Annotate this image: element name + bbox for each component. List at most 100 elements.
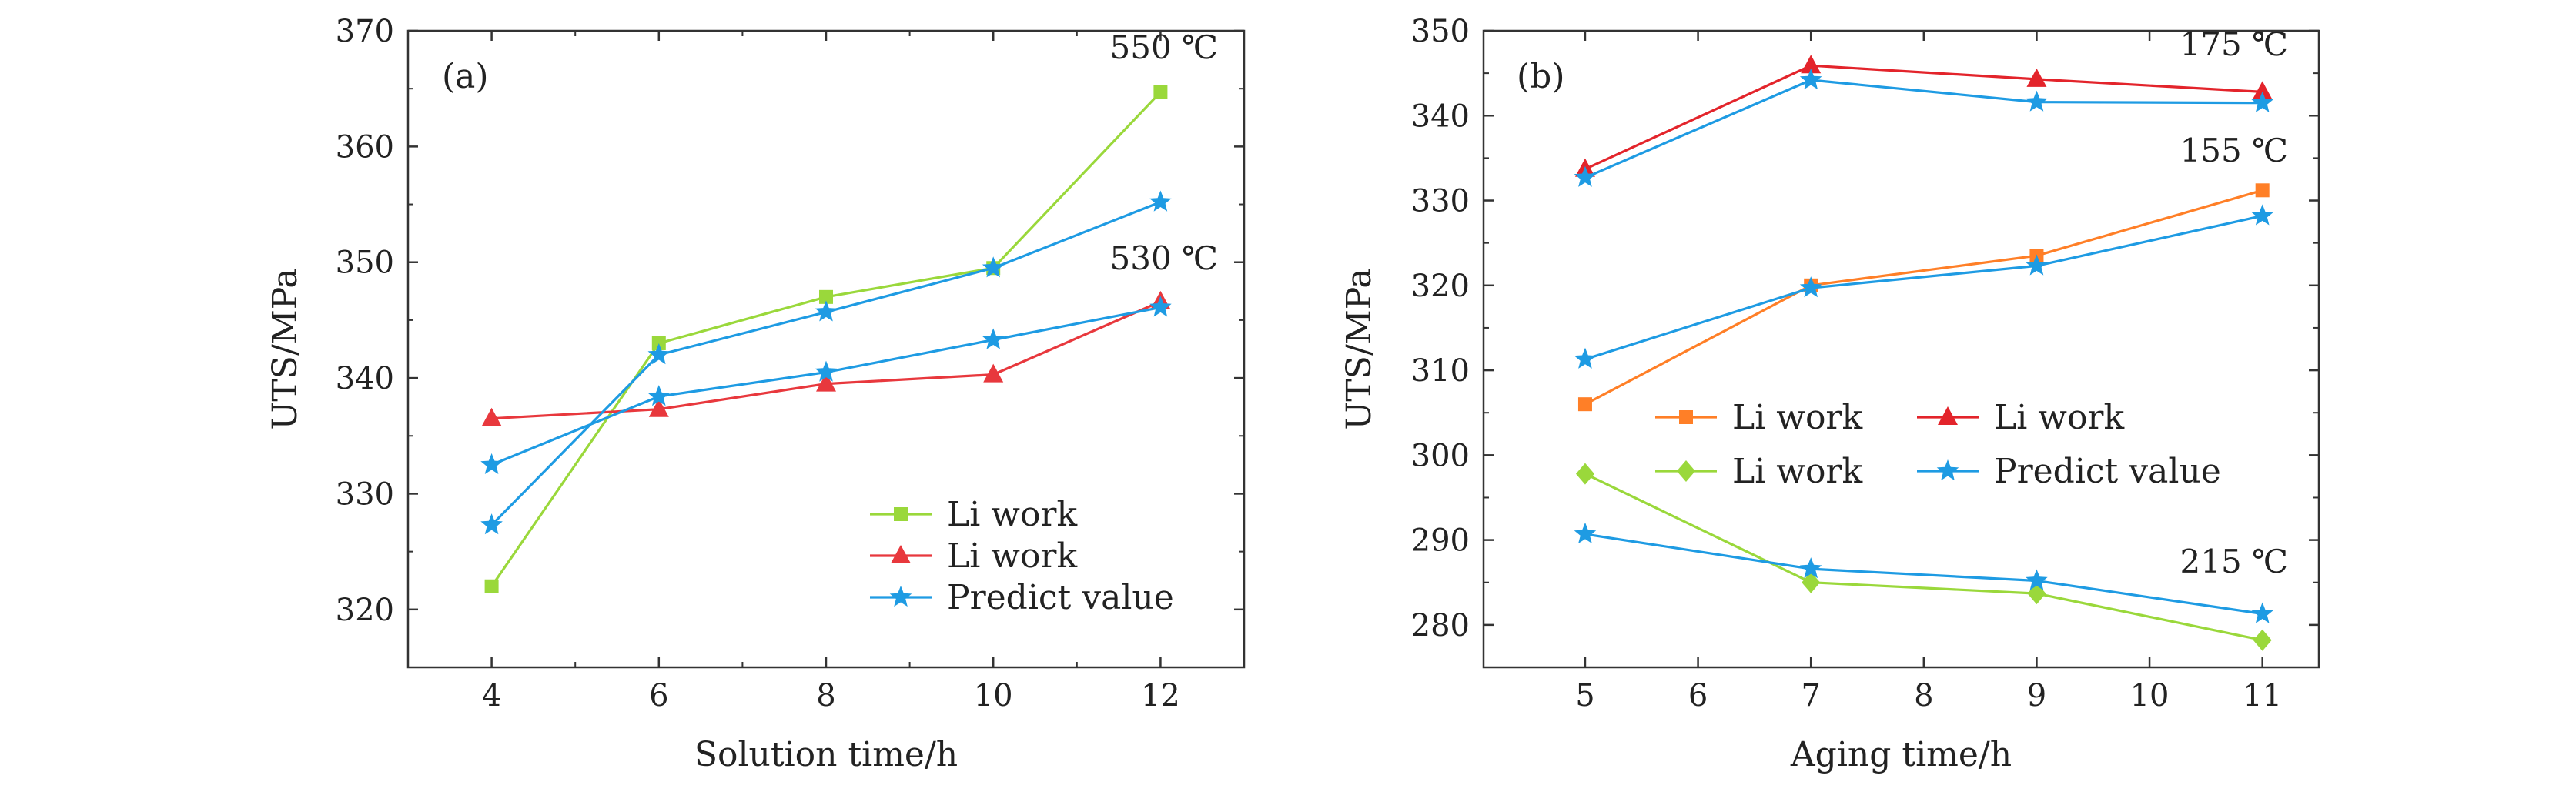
series-3 xyxy=(1574,69,2273,187)
data-point xyxy=(982,328,1005,349)
y-tick-label: 330 xyxy=(1411,184,1470,219)
data-point xyxy=(1802,571,1821,593)
data-point xyxy=(816,373,836,392)
series-0 xyxy=(1577,183,2270,412)
legend-label: Li work xyxy=(947,495,1077,534)
chart-panel-b: 5 6 7 8 9 10 11 280 290 300 310 320 330 340 350 Aging t… xyxy=(1340,14,2320,774)
data-point xyxy=(982,256,1005,278)
series-line xyxy=(1584,64,2263,171)
data-point xyxy=(819,289,833,304)
data-point xyxy=(2253,629,2272,651)
legend-label: Li work xyxy=(1732,398,1862,437)
data-point xyxy=(480,453,503,474)
legend-item: Li work xyxy=(870,495,1077,534)
data-point xyxy=(1799,557,1822,579)
y-axis-title: UTS/MPa xyxy=(266,268,305,429)
data-point xyxy=(1574,165,1597,187)
temperature-label: 215 ℃ xyxy=(2180,543,2289,580)
panel-label: (a) xyxy=(442,57,489,96)
y-tick-label: 330 xyxy=(336,476,394,512)
x-tick-label: 6 xyxy=(1688,678,1708,713)
temperature-label: 550 ℃ xyxy=(1110,28,1219,66)
y-tick-label: 300 xyxy=(1411,438,1470,473)
series-line xyxy=(1584,189,2263,406)
x-tick-label: 4 xyxy=(482,678,501,713)
y-tick-label: 320 xyxy=(336,593,394,628)
data-point xyxy=(2251,204,2273,226)
x-tick-label: 10 xyxy=(974,678,1013,713)
data-point xyxy=(647,343,671,365)
data-point xyxy=(1799,69,1822,90)
x-axis-title: Aging time/h xyxy=(1790,735,2012,774)
data-point xyxy=(2252,81,2273,100)
x-tick-label: 8 xyxy=(1914,678,1933,713)
series-2 xyxy=(1575,463,2272,651)
chart-panel-a: 4 6 8 10 12 320 330 340 350 360 370 Solution time/h… xyxy=(266,14,1246,774)
y-tick-label: 310 xyxy=(1411,353,1470,389)
legend-item: Li work xyxy=(1655,452,1862,491)
series-5 xyxy=(1574,522,2273,623)
legend-item: Predict value xyxy=(870,578,1174,617)
x-tick-label: 8 xyxy=(816,678,835,713)
legend-swatch-marker xyxy=(889,586,912,607)
data-point xyxy=(484,579,499,593)
y-tick-label: 340 xyxy=(336,361,394,396)
temperature-label: 175 ℃ xyxy=(2180,25,2289,63)
data-point xyxy=(2026,569,2048,590)
data-point xyxy=(648,398,669,417)
x-tick-label: 12 xyxy=(1141,678,1180,713)
data-point xyxy=(2027,583,2046,605)
y-tick-label: 350 xyxy=(336,246,394,281)
series-4 xyxy=(1574,204,2273,369)
series-line xyxy=(1584,473,2263,642)
legend-item: Li work xyxy=(1655,398,1862,437)
data-point xyxy=(815,360,838,382)
data-point xyxy=(983,363,1004,383)
y-tick-label: 370 xyxy=(336,14,394,49)
plot-frame xyxy=(406,29,1246,669)
data-point xyxy=(1577,397,1592,412)
data-point xyxy=(651,336,666,350)
data-point xyxy=(481,407,502,426)
y-tick-label: 280 xyxy=(1411,608,1470,643)
series-1 xyxy=(1574,55,2273,177)
data-point xyxy=(1799,276,1822,298)
legend-swatch-marker xyxy=(1938,406,1958,425)
y-tick-label: 320 xyxy=(1411,269,1470,304)
data-point xyxy=(2026,254,2048,276)
series-3 xyxy=(480,296,1172,474)
legend-label: Li work xyxy=(947,536,1077,576)
legend-item: Li work xyxy=(870,536,1077,576)
x-tick-label: 7 xyxy=(1801,678,1820,713)
data-point xyxy=(1149,190,1172,212)
legend-item: Li work xyxy=(1917,398,2124,437)
temperature-label: 155 ℃ xyxy=(2180,132,2289,169)
data-point xyxy=(647,385,671,406)
legend-label: Li work xyxy=(1732,452,1862,491)
data-point xyxy=(1153,85,1168,99)
series-line xyxy=(491,300,1162,420)
data-point xyxy=(815,300,838,322)
legend-label: Predict value xyxy=(1994,452,2221,491)
data-point xyxy=(1574,522,1597,543)
data-point xyxy=(1801,55,1822,74)
x-tick-label: 5 xyxy=(1575,678,1594,713)
legend-swatch-marker xyxy=(1677,460,1695,482)
legend-label: Li work xyxy=(1994,398,2124,437)
y-tick-label: 360 xyxy=(336,129,394,165)
legend-swatch-marker xyxy=(894,507,908,521)
panel-label: (b) xyxy=(1517,57,1565,96)
data-point xyxy=(1149,296,1172,317)
series-line xyxy=(1584,214,2263,361)
data-point xyxy=(2026,68,2047,87)
x-tick-label: 10 xyxy=(2130,678,2170,713)
x-tick-label: 11 xyxy=(2243,678,2282,713)
x-tick-label: 9 xyxy=(2027,678,2046,713)
y-tick-label: 350 xyxy=(1411,14,1470,49)
legend-swatch-marker xyxy=(1679,410,1693,424)
data-point xyxy=(2251,602,2273,623)
y-tick-label: 290 xyxy=(1411,523,1470,559)
